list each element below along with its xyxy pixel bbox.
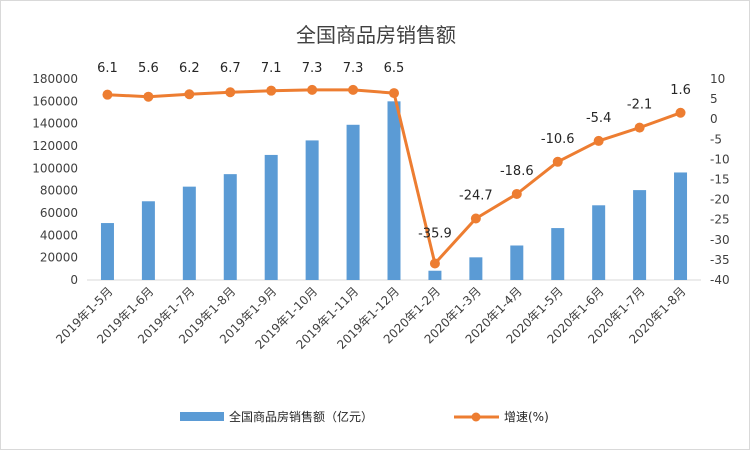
data-label: 1.6 [670,83,691,98]
line-marker [266,85,277,96]
data-label: 7.1 [261,61,282,76]
legend: 全国商品房销售额（亿元） 增速(%) [180,409,549,424]
right-tick-label: 10 [710,72,725,86]
data-label: -35.9 [418,227,452,242]
line-marker [593,135,604,146]
line-marker [143,91,154,102]
data-label: -10.6 [541,132,575,147]
bar [551,228,565,280]
legend-label-bar: 全国商品房销售额（亿元） [229,409,373,424]
bar [674,172,688,280]
data-label: 7.3 [302,61,323,76]
bar [387,101,401,280]
right-tick-label: 0 [710,112,718,126]
right-tick-label: -20 [710,193,730,207]
bar [264,154,278,280]
bar [469,257,483,280]
line-marker [348,84,359,95]
line-marker [225,87,236,98]
legend-swatch-bar [180,412,224,421]
data-label: 6.5 [384,61,405,76]
line-data-labels: 6.1 5.6 6.2 6.7 7.1 7.3 7.3 6.5 -35.9 -24.7 -18.6 -… [97,61,691,242]
chart-title: 全国商品房销售额 [296,23,456,47]
data-label: -18.6 [500,164,534,179]
left-tick-label: 20000 [40,251,78,265]
line-marker [675,107,686,118]
left-tick-label: 100000 [32,161,78,175]
right-tick-label: -10 [710,152,730,166]
bar [428,270,442,280]
bar [633,190,647,280]
line-marker [307,84,318,95]
right-axis-ticks: -40 -35 -30 -25 -20 -15 -10 -5 0 5 10 [710,72,730,287]
data-label: 5.6 [138,61,159,76]
line-marker [389,88,399,99]
right-tick-label: -35 [710,253,730,267]
left-tick-label: 160000 [32,94,78,108]
line-marker [634,122,645,133]
line-series [102,84,686,269]
line-marker [552,156,563,167]
line-marker [429,258,440,269]
bar [305,140,319,280]
legend-label-line: 增速(%) [504,410,549,424]
left-axis-ticks: 0 20000 40000 60000 80000 100000 120000 140000 1… [32,72,78,287]
right-tick-label: -25 [710,213,730,227]
right-tick-label: -40 [710,273,730,287]
data-label: 7.3 [343,61,364,76]
left-tick-label: 60000 [40,206,78,220]
bar-series [100,101,688,281]
left-tick-label: 80000 [40,184,78,198]
line-marker [470,213,481,224]
right-tick-label: 5 [710,92,718,106]
bar [182,186,196,280]
right-tick-label: -15 [710,173,730,187]
left-tick-label: 0 [70,273,78,287]
legend-swatch-marker [471,412,481,422]
bar [346,124,360,281]
left-tick-label: 120000 [32,139,78,153]
data-label: -2.1 [627,98,652,113]
right-tick-label: -30 [710,233,730,247]
bar [141,201,155,280]
bar [223,174,237,280]
line-marker [511,188,522,199]
x-axis-ticks: 2019年1-5月2019年1-6月2019年1-7月2019年1-8月2019… [53,284,688,352]
line-marker [102,89,113,100]
data-label: 6.1 [97,61,118,76]
line-marker [184,89,195,100]
left-tick-label: 40000 [40,228,78,242]
left-tick-label: 140000 [32,117,78,131]
right-tick-label: -5 [710,132,722,146]
data-label: -24.7 [459,188,493,203]
bar [510,245,524,280]
data-label: -5.4 [586,111,611,126]
data-label: 6.2 [179,61,200,76]
data-label: 6.7 [220,61,241,76]
left-tick-label: 180000 [32,72,78,86]
bar [100,223,114,280]
bar [592,205,606,280]
